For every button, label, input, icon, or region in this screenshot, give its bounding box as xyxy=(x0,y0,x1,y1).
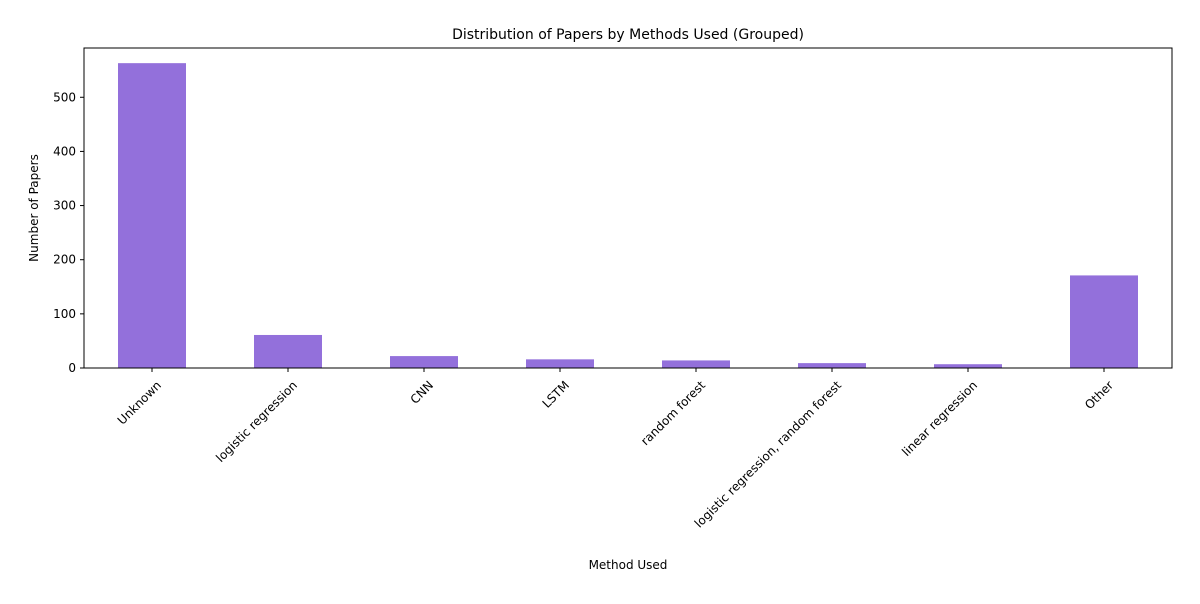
x-axis-label: Method Used xyxy=(589,558,668,572)
bar-logistic-regression xyxy=(254,334,322,368)
y-tick-label: 400 xyxy=(53,144,76,158)
x-tick-label: Unknown xyxy=(115,378,164,427)
y-tick-label: 500 xyxy=(53,90,76,104)
x-tick-label: logistic regression xyxy=(213,378,300,465)
y-tick-label: 200 xyxy=(53,253,76,267)
y-axis-label: Number of Papers xyxy=(27,154,41,262)
bar-linear-regression xyxy=(934,364,1002,368)
x-tick-label: linear regression xyxy=(899,378,980,459)
x-tick-label: Other xyxy=(1082,378,1116,412)
bar-unknown xyxy=(118,63,186,369)
x-tick-label: logistic regression, random forest xyxy=(692,378,845,531)
bar-lstm xyxy=(526,359,594,368)
bar-other xyxy=(1070,275,1138,368)
x-tick-label: CNN xyxy=(408,378,437,407)
chart-title: Distribution of Papers by Methods Used (… xyxy=(452,27,804,43)
bars-group xyxy=(118,63,1138,369)
y-axis: 0 100 200 300 400 500 xyxy=(53,90,84,375)
x-tick-label: LSTM xyxy=(540,378,573,411)
bar-logistic-regression-random-forest xyxy=(798,363,866,368)
y-tick-label: 0 xyxy=(68,361,76,375)
y-tick-label: 100 xyxy=(53,307,76,321)
plot-frame xyxy=(83,47,1173,369)
y-tick-label: 300 xyxy=(53,199,76,213)
bar-cnn xyxy=(390,356,458,368)
x-axis: Unknown logistic regression CNN LSTM random … xyxy=(115,368,1116,530)
bar-random-forest xyxy=(662,360,730,368)
x-tick-label: random forest xyxy=(638,378,708,448)
